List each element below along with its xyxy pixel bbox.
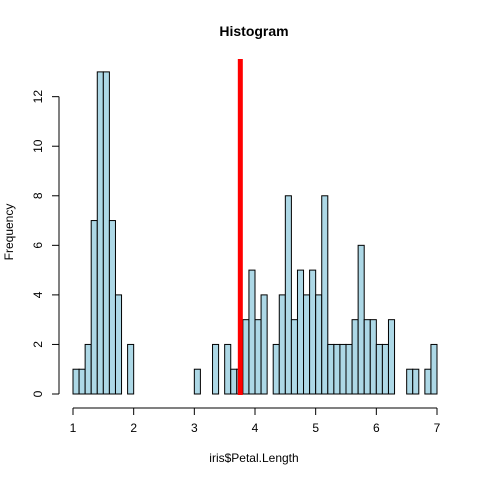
histogram-bar bbox=[212, 343, 220, 395]
histogram-bar bbox=[242, 319, 250, 395]
histogram-bar bbox=[90, 220, 98, 395]
histogram-bar bbox=[381, 343, 389, 395]
histogram-bar bbox=[78, 368, 86, 395]
histogram-bar bbox=[108, 220, 116, 395]
x-tick-label: 5 bbox=[312, 421, 319, 435]
bars-group bbox=[72, 71, 438, 395]
histogram-bar bbox=[303, 294, 311, 395]
histogram-bar bbox=[357, 244, 365, 395]
histogram-bar bbox=[369, 319, 377, 395]
histogram-bar bbox=[284, 195, 292, 395]
histogram-bar bbox=[430, 343, 438, 395]
histogram-bar bbox=[72, 368, 80, 395]
histogram-bar bbox=[102, 71, 110, 395]
histogram-bar bbox=[406, 368, 414, 395]
histogram-bar bbox=[260, 294, 268, 395]
histogram-bar bbox=[84, 343, 92, 395]
x-tick-label: 1 bbox=[70, 421, 77, 435]
x-tick-label: 4 bbox=[252, 421, 259, 435]
histogram-bar bbox=[296, 269, 305, 395]
histogram-bar bbox=[254, 319, 262, 395]
x-tick-label: 7 bbox=[434, 421, 441, 435]
chart-title: Histogram bbox=[219, 23, 288, 39]
y-axis-title: Frequency bbox=[2, 204, 16, 261]
histogram-bar bbox=[345, 343, 353, 395]
histogram-bar bbox=[248, 269, 256, 395]
x-tick-label: 2 bbox=[130, 421, 137, 435]
histogram-bar bbox=[363, 319, 371, 395]
histogram-bar bbox=[375, 343, 383, 395]
y-tick-label: 2 bbox=[31, 341, 45, 348]
histogram-bar bbox=[278, 294, 286, 395]
y-tick-label: 4 bbox=[31, 291, 45, 298]
x-axis: 1 2 3 4 5 6 7 bbox=[70, 407, 441, 435]
histogram-bar bbox=[327, 343, 335, 395]
histogram-bar bbox=[387, 319, 396, 395]
histogram-bar bbox=[230, 368, 238, 395]
x-tick-label: 6 bbox=[373, 421, 380, 435]
histogram-bar bbox=[309, 269, 317, 395]
x-tick-label: 3 bbox=[191, 421, 198, 435]
histogram-bar bbox=[290, 319, 298, 395]
histogram-bar bbox=[193, 368, 201, 395]
histogram-bar bbox=[114, 294, 123, 395]
histogram-bar bbox=[321, 195, 329, 395]
histogram-bar bbox=[224, 343, 232, 395]
y-tick-label: 8 bbox=[31, 192, 45, 199]
y-tick-label: 0 bbox=[31, 390, 45, 397]
histogram-bar bbox=[96, 71, 104, 395]
histogram-bar bbox=[424, 368, 432, 395]
histogram-bar bbox=[351, 319, 359, 395]
y-tick-label: 6 bbox=[31, 242, 45, 249]
histogram-bar bbox=[339, 343, 347, 395]
x-axis-title: iris$Petal.Length bbox=[209, 451, 298, 465]
y-tick-label: 12 bbox=[31, 90, 45, 104]
histogram-bar bbox=[315, 294, 323, 395]
y-tick-label: 10 bbox=[31, 139, 45, 153]
histogram-bar bbox=[272, 343, 280, 395]
y-axis: 0 2 4 6 8 10 12 bbox=[31, 90, 60, 397]
histogram-bar bbox=[127, 343, 135, 395]
histogram-bar bbox=[412, 368, 420, 395]
histogram-bar bbox=[333, 343, 341, 395]
